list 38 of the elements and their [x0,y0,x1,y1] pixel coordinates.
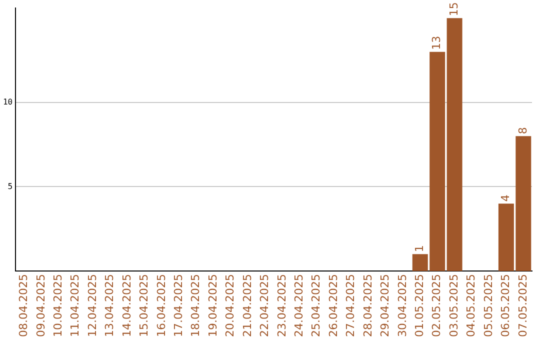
x-tick-label: 07.05.2025 [516,274,530,338]
x-tick-label: 16.04.2025 [154,274,168,338]
bar [446,18,462,272]
x-tick-label: 18.04.2025 [189,274,202,338]
x-tick-label: 06.05.2025 [499,274,512,338]
y-tick-label: 5 [8,182,13,191]
x-tick-label: 20.04.2025 [224,274,237,338]
x-tick-label: 11.04.2025 [68,274,82,338]
data-label: 8 [516,127,530,134]
x-tick-label: 25.04.2025 [310,274,323,338]
x-tick-label: 17.04.2025 [172,274,186,338]
x-tick-label: 04.05.2025 [464,274,478,338]
x-tick-label: 23.04.2025 [275,274,288,338]
data-label: 1 [412,245,426,252]
x-tick-label: 24.04.2025 [292,274,306,338]
x-tick-label: 08.04.2025 [17,274,30,338]
data-label: 4 [499,194,512,202]
x-tick-label: 01.05.2025 [412,274,426,338]
x-tick-label: 29.04.2025 [378,274,392,338]
x-tick-label: 12.04.2025 [86,274,99,338]
x-tick-label: 22.04.2025 [258,274,272,338]
x-tick-label: 02.05.2025 [430,274,444,338]
x-tick-label: 28.04.2025 [361,274,374,338]
data-label: 15 [447,2,460,16]
data-label: 13 [430,36,444,50]
y-tick-label: 10 [2,97,13,106]
x-tick-label: 09.04.2025 [34,274,48,338]
x-tick-label: 30.04.2025 [396,274,409,338]
x-tick-label: 27.04.2025 [344,274,358,338]
x-tick-label: 26.04.2025 [326,274,340,338]
x-tick-label: 05.05.2025 [482,274,495,338]
x-tick-label: 21.04.2025 [240,274,254,338]
x-tick-label: 03.05.2025 [447,274,460,338]
x-tick-label: 19.04.2025 [206,274,220,338]
x-tick-label: 10.04.2025 [52,274,65,338]
x-tick-label: 13.04.2025 [103,274,116,338]
x-tick-label: 14.04.2025 [120,274,134,338]
x-tick-label: 15.04.2025 [138,274,151,338]
